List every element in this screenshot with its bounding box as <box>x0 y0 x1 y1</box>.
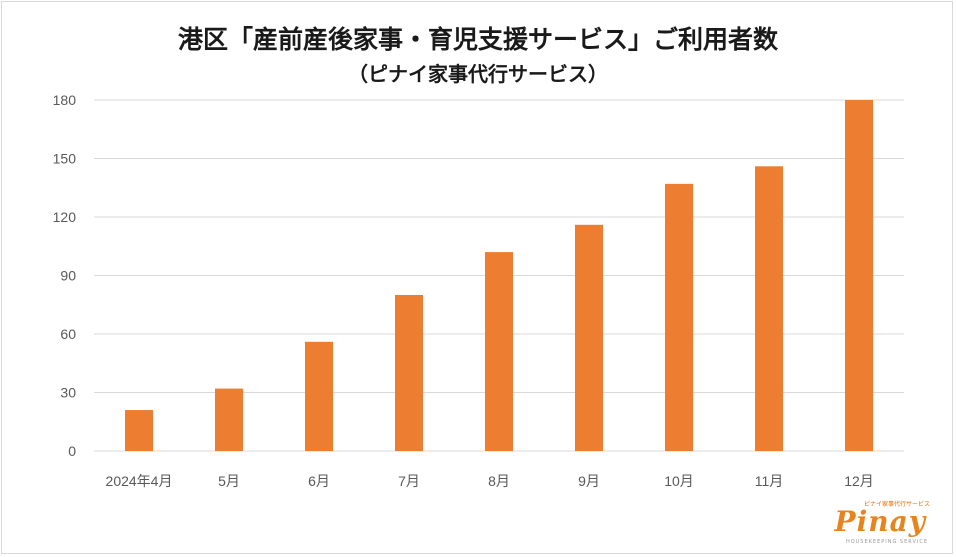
x-tick-label: 10月 <box>664 473 694 489</box>
x-tick-label: 12月 <box>844 473 874 489</box>
y-tick-label: 180 <box>53 92 77 108</box>
logo-tagline: ピナイ家事代行サービス <box>863 501 930 508</box>
y-tick-label: 150 <box>53 151 77 167</box>
bar <box>485 252 513 451</box>
x-tick-label: 6月 <box>308 473 330 489</box>
x-tick-label: 9月 <box>578 473 600 489</box>
y-tick-label: 90 <box>60 268 76 284</box>
bar <box>215 388 243 451</box>
chart-title: 港区「産前産後家事・育児支援サービス」ご利用者数 <box>177 25 778 54</box>
y-tick-label: 60 <box>60 326 76 342</box>
bar <box>665 183 693 451</box>
bar <box>755 166 783 452</box>
bar <box>395 295 423 451</box>
chart-subtitle: （ピナイ家事代行サービス） <box>348 62 608 86</box>
logo-subtext: HOUSEKEEPING SERVICE <box>845 539 928 545</box>
x-tick-label: 5月 <box>218 473 240 489</box>
bar <box>125 410 153 451</box>
x-tick-label: 8月 <box>488 473 510 489</box>
x-tick-label: 2024年4月 <box>106 473 173 489</box>
pinay-logo: ピナイ家事代行サービス Pinay HOUSEKEEPING SERVICE <box>830 499 930 545</box>
x-tick-label: 7月 <box>398 473 420 489</box>
y-tick-label: 0 <box>68 443 76 459</box>
y-tick-label: 30 <box>60 385 76 401</box>
bar <box>575 224 603 451</box>
bar <box>845 100 873 451</box>
x-tick-label: 11月 <box>755 473 784 489</box>
logo-wordmark: Pinay <box>834 505 926 538</box>
y-tick-label: 120 <box>53 209 77 225</box>
bar <box>305 341 333 451</box>
